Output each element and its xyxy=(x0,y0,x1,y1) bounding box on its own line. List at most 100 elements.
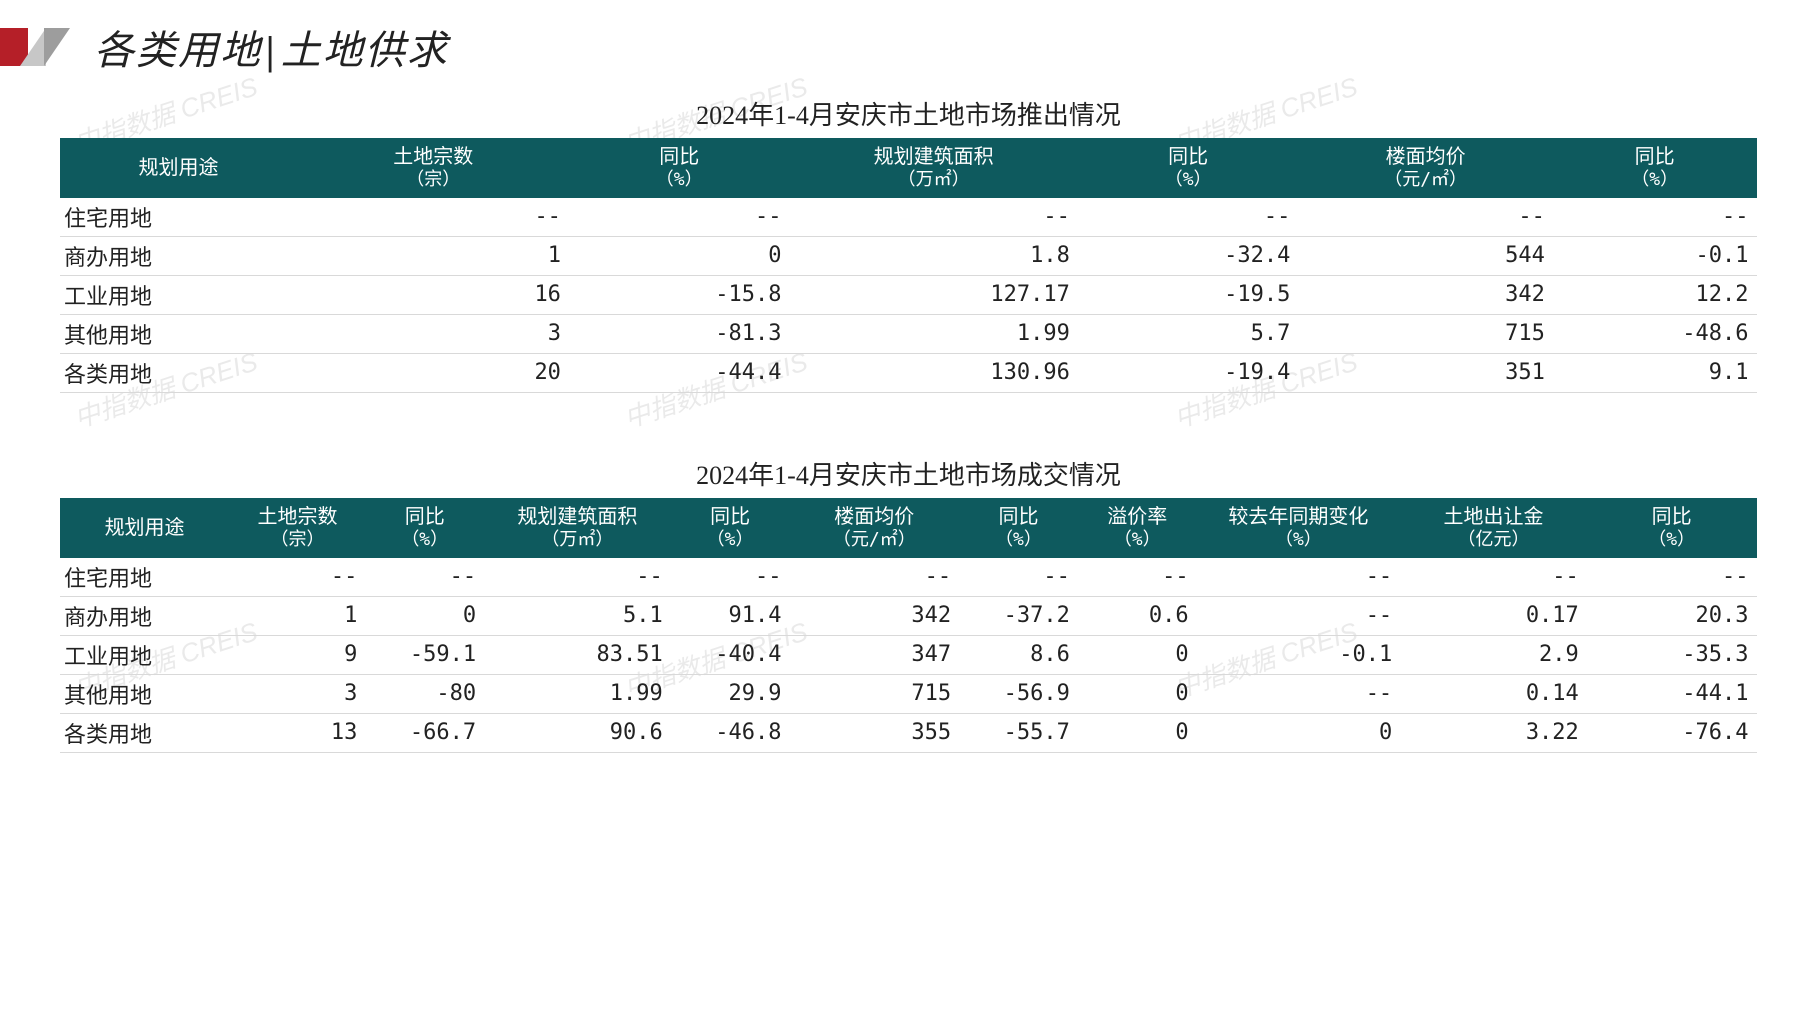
table1-row-1-cell-1: 0 xyxy=(569,236,790,275)
table1-row-2-cell-4: 342 xyxy=(1298,275,1552,314)
table2-col-5-sublabel: （元/㎡） xyxy=(794,529,955,552)
logo-icon xyxy=(0,28,72,66)
table2-row-4-cell-1: -66.7 xyxy=(365,713,484,752)
table2-row-4-cell-8: 3.22 xyxy=(1400,713,1587,752)
table-row: 其他用地3-81.31.995.7715-48.6 xyxy=(60,314,1757,353)
table2-row-1-cell-0: 1 xyxy=(230,596,366,635)
table2-row-0-cell-9: -- xyxy=(1587,558,1757,597)
table2-col-2-sublabel: （%） xyxy=(370,529,480,552)
table2-row-1-label: 商办用地 xyxy=(60,596,230,635)
table2-row-2-cell-4: 347 xyxy=(789,635,959,674)
table1-row-2-label: 工业用地 xyxy=(60,275,298,314)
table2-row-0-cell-8: -- xyxy=(1400,558,1587,597)
table2-col-6-sublabel: （%） xyxy=(964,529,1074,552)
table-row: 商办用地101.8-32.4544-0.1 xyxy=(60,236,1757,275)
table1-row-1-cell-5: -0.1 xyxy=(1553,236,1757,275)
table2-col-1: 土地宗数（宗） xyxy=(230,498,366,558)
table2-col-10-sublabel: （%） xyxy=(1591,529,1752,552)
table2-row-4-cell-6: 0 xyxy=(1078,713,1197,752)
table1-col-3-sublabel: （万㎡） xyxy=(794,169,1073,192)
table1-col-3: 规划建筑面积（万㎡） xyxy=(789,138,1077,198)
table2-col-7-sublabel: （%） xyxy=(1082,529,1192,552)
table1-col-4-label: 同比 xyxy=(1168,144,1208,168)
table1-row-2-cell-2: 127.17 xyxy=(789,275,1077,314)
transaction-table: 规划用途土地宗数（宗）同比（%）规划建筑面积（万㎡）同比（%）楼面均价（元/㎡）… xyxy=(60,498,1757,753)
table2-col-7-label: 溢价率 xyxy=(1107,504,1167,528)
section-supply: 2024年1-4月安庆市土地市场推出情况 规划用途土地宗数（宗）同比（%）规划建… xyxy=(60,95,1757,393)
table2-col-0: 规划用途 xyxy=(60,498,230,558)
table1-row-0-cell-1: -- xyxy=(569,198,790,237)
table2-header-row: 规划用途土地宗数（宗）同比（%）规划建筑面积（万㎡）同比（%）楼面均价（元/㎡）… xyxy=(60,498,1757,558)
table1-row-1-cell-2: 1.8 xyxy=(789,236,1077,275)
table1-header-row: 规划用途土地宗数（宗）同比（%）规划建筑面积（万㎡）同比（%）楼面均价（元/㎡）… xyxy=(60,138,1757,198)
table2-col-9: 土地出让金（亿元） xyxy=(1400,498,1587,558)
table2-row-1-cell-9: 20.3 xyxy=(1587,596,1757,635)
table2-row-2-label: 工业用地 xyxy=(60,635,230,674)
table2-col-2-label: 同比 xyxy=(405,504,445,528)
table2-row-0-cell-7: -- xyxy=(1197,558,1401,597)
table2-col-5: 楼面均价（元/㎡） xyxy=(789,498,959,558)
table-row: 各类用地20-44.4130.96-19.43519.1 xyxy=(60,353,1757,392)
table2-row-3-label: 其他用地 xyxy=(60,674,230,713)
table1-col-0-label: 规划用途 xyxy=(139,155,219,179)
table2-row-1-cell-7: -- xyxy=(1197,596,1401,635)
table2-row-2-cell-8: 2.9 xyxy=(1400,635,1587,674)
title-separator: | xyxy=(266,28,277,73)
table2-col-0-label: 规划用途 xyxy=(105,515,185,539)
table2-row-2-cell-7: -0.1 xyxy=(1197,635,1401,674)
table1-col-6-sublabel: （%） xyxy=(1557,169,1752,192)
table2-col-9-label: 土地出让金 xyxy=(1443,504,1543,528)
table1-row-3-label: 其他用地 xyxy=(60,314,298,353)
table1-row-2-cell-1: -15.8 xyxy=(569,275,790,314)
table2-col-2: 同比（%） xyxy=(365,498,484,558)
table1-row-0-cell-0: -- xyxy=(298,198,569,237)
table2-row-1-cell-3: 91.4 xyxy=(671,596,790,635)
table1-row-1-cell-4: 544 xyxy=(1298,236,1552,275)
table2-row-3-cell-7: -- xyxy=(1197,674,1401,713)
table2-col-1-sublabel: （宗） xyxy=(234,529,361,552)
section-transaction: 2024年1-4月安庆市土地市场成交情况 规划用途土地宗数（宗）同比（%）规划建… xyxy=(60,455,1757,753)
table2-col-8: 较去年同期变化（%） xyxy=(1197,498,1401,558)
table1-col-5: 楼面均价（元/㎡） xyxy=(1298,138,1552,198)
table2-row-3-cell-8: 0.14 xyxy=(1400,674,1587,713)
table1-row-1-cell-0: 1 xyxy=(298,236,569,275)
table1-row-3-cell-1: -81.3 xyxy=(569,314,790,353)
supply-table: 规划用途土地宗数（宗）同比（%）规划建筑面积（万㎡）同比（%）楼面均价（元/㎡）… xyxy=(60,138,1757,393)
table1-row-1-cell-3: -32.4 xyxy=(1078,236,1299,275)
table2-row-3-cell-4: 715 xyxy=(789,674,959,713)
table2-row-4-cell-4: 355 xyxy=(789,713,959,752)
table2-row-2-cell-2: 83.51 xyxy=(484,635,671,674)
table2-row-4-cell-3: -46.8 xyxy=(671,713,790,752)
table2-row-2-cell-9: -35.3 xyxy=(1587,635,1757,674)
table1-row-4-cell-0: 20 xyxy=(298,353,569,392)
table2-col-7: 溢价率（%） xyxy=(1078,498,1197,558)
table-row: 其他用地3-801.9929.9715-56.90--0.14-44.1 xyxy=(60,674,1757,713)
table1-col-1-sublabel: （宗） xyxy=(302,169,564,192)
table2-row-4-cell-2: 90.6 xyxy=(484,713,671,752)
table-row: 工业用地9-59.183.51-40.43478.60-0.12.9-35.3 xyxy=(60,635,1757,674)
table2-row-3-cell-1: -80 xyxy=(365,674,484,713)
table2-row-1-cell-8: 0.17 xyxy=(1400,596,1587,635)
table2-row-3-cell-2: 1.99 xyxy=(484,674,671,713)
table2-col-6: 同比（%） xyxy=(959,498,1078,558)
table1-row-3-cell-0: 3 xyxy=(298,314,569,353)
table2-row-1-cell-4: 342 xyxy=(789,596,959,635)
table1-col-6: 同比（%） xyxy=(1553,138,1757,198)
table1-col-2: 同比（%） xyxy=(569,138,790,198)
table2-col-3-sublabel: （万㎡） xyxy=(489,529,667,552)
title-left: 各类用地 xyxy=(94,28,262,73)
table2-row-2-cell-0: 9 xyxy=(230,635,366,674)
table2-col-5-label: 楼面均价 xyxy=(834,504,914,528)
table2-row-0-cell-4: -- xyxy=(789,558,959,597)
page-header: 各类用地|土地供求 xyxy=(0,18,449,76)
table1-row-2-cell-0: 16 xyxy=(298,275,569,314)
title-right: 土地供求 xyxy=(281,28,449,73)
table2-col-10-label: 同比 xyxy=(1652,504,1692,528)
table1-title: 2024年1-4月安庆市土地市场推出情况 xyxy=(60,95,1757,132)
table1-row-4-cell-1: -44.4 xyxy=(569,353,790,392)
table1-col-6-label: 同比 xyxy=(1635,144,1675,168)
table2-title: 2024年1-4月安庆市土地市场成交情况 xyxy=(60,455,1757,492)
table2-row-4-cell-0: 13 xyxy=(230,713,366,752)
table2-row-4-label: 各类用地 xyxy=(60,713,230,752)
table1-row-4-cell-5: 9.1 xyxy=(1553,353,1757,392)
